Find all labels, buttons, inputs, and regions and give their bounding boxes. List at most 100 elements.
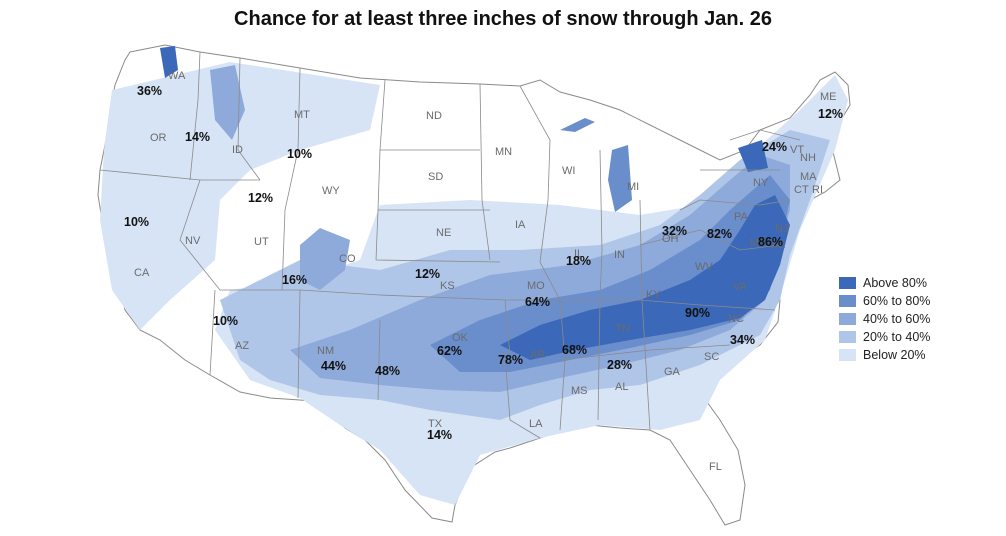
chance-label-ks: 12% [415,267,440,281]
state-label-vt: VT [790,144,804,156]
state-label-il: IL [574,248,583,260]
state-label-ky: KY [646,289,661,301]
band-above-80 [500,195,790,360]
chance-label-or: 14% [185,130,210,144]
chance-label-nc: 34% [730,333,755,347]
band-40-60 [210,65,245,140]
state-label-ga: GA [664,366,681,378]
state-label-nh: NH [800,152,816,164]
band-60-80 [608,145,632,212]
chance-label-pa: 82% [707,227,732,241]
state-label-wi: WI [562,165,575,177]
chance-label-wa: 36% [137,84,162,98]
state-label-nv: NV [185,235,201,247]
state-label-oh: OH [662,233,679,245]
legend-swatch [839,277,856,289]
legend-label: Below 20% [863,348,926,362]
state-label-nm: NM [317,345,334,357]
band-60-80 [560,118,595,132]
state-label-nd: ND [426,110,442,122]
legend-label: 20% to 40% [863,330,931,344]
chance-label-ca: 10% [124,215,149,229]
chance-label-ut: 16% [282,273,307,287]
chance-label-ok: 62% [437,344,462,358]
chance-label-id: 12% [248,191,273,205]
chance-label-tx-north: 48% [375,364,400,378]
state-label-sd: SD [428,171,443,183]
state-label-mt: MT [294,109,310,121]
state-label-tn: TN [615,323,630,335]
state-label-md: MD [750,237,767,249]
chance-label-az: 10% [213,314,238,328]
state-label-mo: MO [527,280,545,292]
state-label-sc: SC [704,351,719,363]
chance-label-nm: 44% [321,359,346,373]
chance-label-al: 28% [607,358,632,372]
chance-label-md: 86% [758,235,783,249]
legend-item: 60% to 80% [839,292,930,310]
state-label-pa: PA [734,211,749,223]
state-label-ut: UT [254,236,269,248]
band-above-80 [738,140,768,172]
state-label-co: CO [339,253,356,265]
state-label-in: IN [614,249,625,261]
legend-item: 20% to 40% [839,328,930,346]
chance-label-me: 12% [818,107,843,121]
state-label-wy: WY [322,185,340,197]
chance-label-mt: 10% [287,147,312,161]
state-label-ca: CA [134,267,150,279]
legend-item: Below 20% [839,346,930,364]
band-above-80 [160,46,178,78]
state-borders [99,51,801,439]
state-label-ma: MA [800,171,817,183]
state-label-wv: WV [695,261,713,273]
state-labels: WA OR ID MT ND MN WI MI NY VT NH ME MA C… [134,70,837,473]
state-label-nj: NJ [775,223,788,235]
chance-label-mo: 64% [525,295,550,309]
legend-label: 40% to 60% [863,312,931,326]
state-label-de: DE [770,239,785,251]
state-label-ia: IA [515,219,526,231]
state-label-ks: KS [440,280,455,292]
state-label-ok: OK [452,332,469,344]
state-label-ar: AR [530,349,545,361]
chance-label-vt: 24% [762,140,787,154]
legend-item: 40% to 60% [839,310,930,328]
state-label-nc: NC [728,313,744,325]
chance-label-tn: 68% [562,343,587,357]
legend-swatch [839,331,856,343]
state-label-ri: RI [812,184,823,196]
state-label-mn: MN [495,146,512,158]
state-label-id: ID [232,144,243,156]
map-title: Chance for at least three inches of snow… [234,8,772,30]
state-label-va: VA [733,281,748,293]
legend-label: Above 80% [863,276,927,290]
state-label-me: ME [820,91,837,103]
state-label-or: OR [150,132,167,144]
state-label-ne: NE [436,227,451,239]
state-label-fl: FL [709,461,722,473]
chance-label-va: 90% [685,306,710,320]
chance-label-oh: 32% [662,224,687,238]
state-label-la: LA [529,418,543,430]
chance-label-ar: 78% [498,353,523,367]
legend: Above 80% 60% to 80% 40% to 60% 20% to 4… [839,274,930,364]
state-label-ny: NY [753,177,769,189]
state-label-al: AL [615,381,628,393]
legend-swatch [839,295,856,307]
band-below-20 [100,62,380,330]
chance-labels: 36% 14% 10% 12% 10% 16% 10% 44% 48% 14% … [124,84,843,442]
snow-bands [100,46,848,505]
legend-swatch [839,349,856,361]
band-40-60 [300,228,350,290]
legend-item: Above 80% [839,274,930,292]
state-label-mi: MI [627,181,639,193]
state-label-ct: CT [794,184,809,196]
legend-label: 60% to 80% [863,294,931,308]
state-label-az: AZ [235,340,249,352]
state-label-wa: WA [168,70,186,82]
chance-label-tx: 14% [427,428,452,442]
state-label-tx: TX [428,418,443,430]
chance-label-il: 18% [566,254,591,268]
